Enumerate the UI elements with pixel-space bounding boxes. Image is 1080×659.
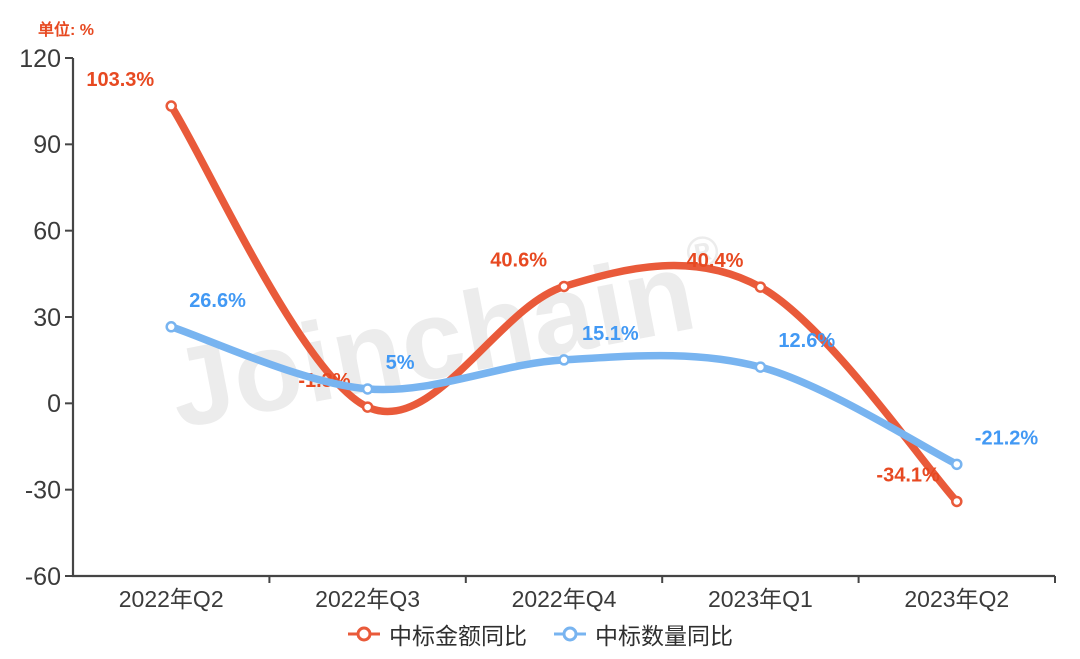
- x-tick-label: 2023年Q1: [708, 586, 813, 612]
- line-circle-marker-icon: [554, 626, 586, 642]
- series-point[interactable]: [361, 401, 374, 413]
- x-tick-label: 2023年Q2: [904, 586, 1009, 612]
- y-tick-label: -30: [25, 476, 61, 504]
- series-point[interactable]: [165, 321, 177, 333]
- y-tick-label: 0: [47, 390, 61, 418]
- series-point[interactable]: [951, 458, 963, 471]
- data-label: 40.4%: [687, 250, 744, 272]
- data-label: -34.1%: [876, 464, 940, 486]
- data-label: 15.1%: [582, 323, 639, 345]
- y-tick-label: 60: [33, 217, 61, 245]
- legend-item-bid-count[interactable]: 中标数量同比: [553, 617, 733, 651]
- legend-label-bid-count: 中标数量同比: [595, 623, 733, 649]
- y-tick-label: 90: [33, 131, 61, 159]
- x-tick-label: 2022年Q4: [512, 586, 617, 612]
- series-point[interactable]: [361, 383, 374, 395]
- data-label: 103.3%: [86, 69, 154, 91]
- series-point[interactable]: [558, 280, 570, 293]
- data-label: 12.6%: [778, 330, 835, 352]
- data-label: 5%: [386, 352, 415, 374]
- legend-label-bid-amount: 中标金额同比: [389, 623, 527, 649]
- x-tick-label: 2022年Q2: [119, 586, 224, 612]
- series-point[interactable]: [165, 100, 177, 112]
- axis-line: [71, 58, 1055, 578]
- legend-item-bid-amount[interactable]: 中标金额同比: [347, 617, 527, 651]
- y-tick-label: -60: [25, 563, 61, 591]
- series-point[interactable]: [558, 354, 570, 366]
- y-tick-label: 30: [33, 304, 61, 332]
- series-point[interactable]: [951, 495, 963, 508]
- y-axis-unit-label: 单位: %: [38, 22, 95, 39]
- legend: 中标金额同比 中标数量同比: [0, 617, 1080, 651]
- series-line-1: [167, 323, 961, 469]
- series-line-0: [167, 102, 961, 506]
- data-label: -21.2%: [975, 427, 1039, 449]
- series-point[interactable]: [754, 281, 767, 293]
- series-point[interactable]: [754, 361, 767, 373]
- data-label: 26.6%: [189, 290, 246, 312]
- line-circle-marker-icon: [348, 626, 380, 642]
- y-tick-label: 120: [19, 45, 61, 73]
- x-tick-label: 2022年Q3: [315, 586, 420, 612]
- data-label: 40.6%: [490, 249, 547, 271]
